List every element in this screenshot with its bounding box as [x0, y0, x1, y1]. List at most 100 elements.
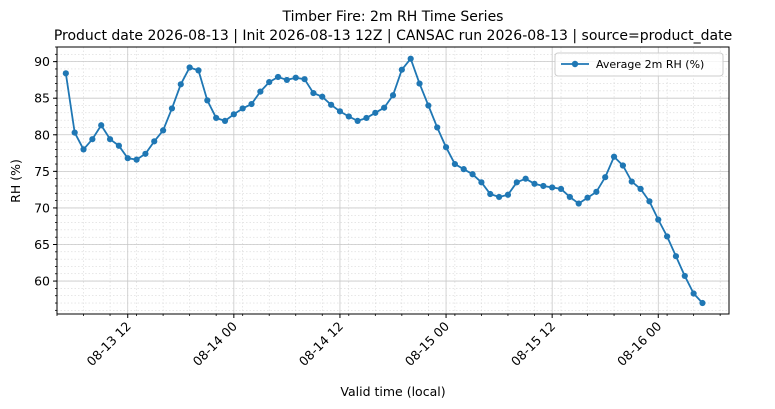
y-axis-label: RH (%) [8, 159, 23, 203]
data-point [478, 179, 485, 186]
data-point [301, 76, 308, 83]
data-point [177, 81, 184, 88]
data-point [345, 113, 352, 120]
legend: Average 2m RH (%) [554, 52, 724, 77]
data-point [407, 55, 414, 62]
data-point [681, 272, 688, 280]
y-tick-label: 85 [34, 91, 50, 106]
data-point [372, 109, 379, 116]
data-point [460, 166, 467, 173]
data-point [98, 122, 105, 129]
data-point [522, 175, 529, 182]
data-point [540, 182, 547, 190]
y-tick-label: 80 [34, 127, 50, 142]
data-point [593, 188, 600, 195]
data-point [248, 100, 255, 108]
data-point [142, 150, 149, 157]
data-point [690, 290, 697, 297]
data-point [487, 190, 494, 198]
y-tick-label: 70 [34, 200, 50, 215]
data-point [504, 191, 512, 198]
data-point [664, 233, 671, 240]
chart-subtitle: Product date 2026-08-13 | Init 2026-08-1… [54, 28, 732, 44]
data-point [133, 156, 140, 163]
data-point [168, 105, 176, 112]
data-point [274, 73, 282, 81]
data-point [292, 74, 299, 81]
legend-box [554, 52, 724, 77]
series-layer [62, 55, 706, 307]
y-tick-label: 75 [34, 164, 50, 179]
data-point [115, 142, 122, 149]
data-point [106, 136, 114, 143]
grid-lines [56, 46, 729, 314]
data-point [283, 76, 290, 84]
data-point [204, 97, 211, 104]
x-tick-label: 08-15 12 [508, 319, 558, 369]
y-tick-label: 65 [34, 237, 50, 252]
data-point [672, 253, 680, 260]
data-point [124, 155, 131, 162]
data-point [151, 138, 158, 145]
data-point [354, 117, 361, 124]
chart-title: Timber Fire: 2m RH Time Series [282, 9, 504, 25]
data-point [655, 216, 662, 223]
x-tick-label: 08-16 00 [614, 318, 664, 368]
data-point [602, 174, 609, 181]
data-point [619, 162, 626, 169]
data-point [160, 127, 167, 134]
data-point [310, 89, 317, 97]
x-axis-label: Valid time (local) [340, 384, 445, 399]
data-point [496, 193, 503, 201]
data-point [469, 171, 476, 178]
data-point [89, 136, 96, 143]
y-axis: 60 65 70 75 80 85 90 [34, 46, 57, 311]
data-point [442, 144, 450, 151]
data-point [186, 64, 193, 71]
data-point [513, 179, 520, 186]
data-point [336, 108, 344, 115]
data-point [398, 66, 405, 73]
data-point [239, 105, 246, 112]
data-point [221, 117, 229, 124]
data-point [451, 160, 458, 168]
data-point [363, 114, 370, 122]
data-point [575, 200, 582, 207]
legend-marker-swatch [571, 60, 579, 68]
data-point [257, 88, 264, 95]
data-point [195, 67, 202, 74]
data-point [319, 93, 326, 100]
x-tick-label: 08-13 12 [84, 319, 134, 369]
data-point [637, 185, 644, 193]
data-point [646, 198, 653, 205]
data-point [62, 70, 69, 77]
data-point [71, 129, 78, 136]
data-point [416, 80, 423, 87]
data-point [381, 104, 388, 111]
data-point [328, 101, 335, 108]
data-point [80, 146, 87, 153]
data-point [213, 114, 220, 122]
x-tick-label: 08-14 00 [190, 318, 240, 368]
data-point [531, 180, 538, 187]
data-point [584, 194, 591, 201]
data-point [389, 92, 397, 99]
data-point [566, 193, 573, 201]
data-point [557, 185, 565, 193]
data-point [610, 153, 618, 160]
data-point [699, 299, 706, 307]
plot-frame [56, 46, 730, 315]
x-tick-label: 08-15 00 [402, 318, 452, 368]
legend-label: Average 2m RH (%) [596, 58, 704, 71]
x-axis: 08-13 12 08-14 00 08-14 12 08-15 00 08-15 12… [56, 314, 721, 369]
y-tick-label: 60 [34, 274, 50, 289]
data-point [230, 111, 237, 118]
data-point [425, 102, 432, 109]
x-tick-label: 08-14 12 [296, 319, 346, 369]
data-point [628, 178, 635, 185]
y-tick-label: 90 [34, 54, 50, 69]
data-point [434, 124, 441, 131]
data-point [549, 184, 556, 191]
